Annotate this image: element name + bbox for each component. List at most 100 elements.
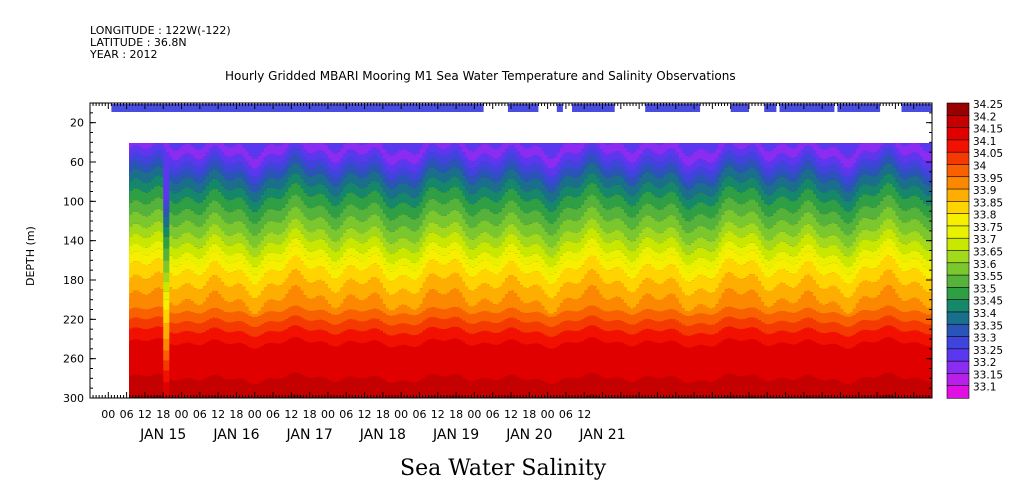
salinity-band: [230, 302, 234, 313]
salinity-band: [309, 161, 314, 170]
salinity-band: [361, 378, 366, 398]
salinity-band: [407, 185, 411, 196]
salinity-band: [279, 243, 283, 254]
salinity-band: [236, 187, 241, 198]
salinity-band: [532, 243, 537, 254]
salinity-band: [352, 183, 357, 194]
salinity-band: [266, 187, 271, 198]
salinity-band: [346, 173, 350, 184]
salinity-band: [306, 185, 311, 196]
salinity-band: [291, 143, 295, 149]
salinity-band: [144, 173, 149, 183]
salinity-band: [730, 167, 735, 178]
salinity-band: [657, 300, 662, 312]
salinity-band: [129, 163, 134, 172]
salinity-band: [755, 180, 759, 191]
salinity-band: [147, 278, 152, 294]
salinity-band: [324, 178, 329, 188]
salinity-band: [202, 146, 207, 157]
salinity-band: [706, 314, 710, 325]
salinity-band: [385, 143, 390, 154]
salinity-band: [596, 242, 601, 251]
salinity-band: [556, 143, 561, 153]
salinity-band: [501, 176, 506, 187]
salinity-band: [675, 176, 680, 187]
salinity-band: [636, 182, 640, 193]
salinity-band: [248, 316, 253, 326]
salinity-band: [501, 259, 506, 269]
salinity-band: [151, 244, 155, 252]
salinity-band: [620, 161, 625, 170]
salinity-band: [419, 225, 424, 238]
salinity-band: [434, 143, 439, 146]
salinity-band: [382, 332, 387, 345]
salinity-band: [593, 372, 598, 395]
salinity-band: [184, 321, 189, 331]
salinity-band: [666, 149, 671, 158]
salinity-band: [303, 228, 308, 239]
salinity-band: [575, 209, 579, 222]
salinity-band: [337, 151, 341, 162]
salinity-band: [736, 237, 741, 247]
salinity-band: [306, 231, 311, 242]
salinity-band: [770, 266, 774, 277]
salinity-band: [196, 193, 201, 204]
salinity-band: [648, 309, 652, 320]
salinity-band: [419, 274, 424, 289]
salinity-band: [327, 148, 332, 159]
salinity-band: [718, 330, 723, 343]
salinity-band: [550, 143, 555, 159]
salinity-band: [605, 209, 610, 222]
salinity-band: [395, 268, 399, 279]
salinity-band: [230, 172, 234, 181]
salinity-band: [712, 250, 716, 261]
salinity-band: [590, 269, 594, 285]
salinity-band: [706, 143, 710, 153]
salinity-band: [263, 287, 268, 303]
salinity-band: [498, 245, 503, 256]
salinity-band: [654, 283, 659, 299]
salinity-band: [590, 337, 594, 373]
salinity-band: [590, 325, 594, 338]
salinity-band: [468, 323, 472, 334]
salinity-band: [245, 306, 250, 315]
salinity-band: [163, 209, 167, 218]
salinity-band: [190, 222, 195, 235]
salinity-band: [248, 244, 253, 255]
salinity-band: [300, 243, 305, 252]
salinity-band: [245, 143, 250, 152]
salinity-band: [462, 230, 466, 241]
salinity-band: [276, 143, 280, 146]
salinity-band: [425, 245, 430, 254]
salinity-band: [208, 375, 213, 398]
salinity-band: [385, 278, 390, 293]
salinity-band: [181, 261, 186, 272]
salinity-band: [382, 344, 387, 381]
salinity-band: [730, 326, 735, 339]
salinity-band: [575, 252, 579, 261]
salinity-band: [617, 184, 622, 195]
salinity-band: [602, 251, 607, 259]
salinity-band: [178, 303, 183, 314]
salinity-band: [511, 212, 515, 224]
salinity-band: [767, 205, 771, 217]
salinity-band: [254, 317, 259, 328]
salinity-band: [388, 180, 393, 189]
salinity-band: [285, 376, 289, 398]
salinity-band: [413, 219, 418, 232]
salinity-band: [398, 266, 402, 277]
salinity-band: [382, 182, 387, 192]
salinity-band: [501, 268, 506, 283]
salinity-band: [190, 331, 195, 344]
salinity-band: [687, 282, 692, 296]
salinity-band: [306, 168, 311, 177]
salinity-band: [593, 143, 598, 149]
salinity-band: [474, 226, 479, 239]
salinity-band: [614, 320, 619, 330]
salinity-band: [178, 379, 183, 398]
salinity-band: [465, 212, 469, 224]
salinity-band: [672, 255, 677, 266]
salinity-band: [471, 314, 475, 325]
salinity-band: [367, 266, 372, 281]
salinity-band: [124, 143, 128, 148]
